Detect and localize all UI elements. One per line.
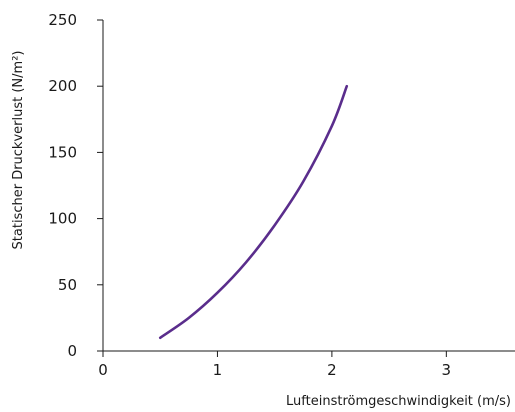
x-tick-label: 1 [213,361,223,379]
y-tick-label: 150 [48,143,77,161]
y-tick-label: 100 [48,210,77,228]
axes [102,20,515,352]
x-tick-label: 0 [98,361,108,379]
x-axis-title: Lufteinströmgeschwindigkeit (m/s) [286,394,511,409]
y-tick-label: 0 [67,342,77,360]
y-ticks: 0 50 100 150 200 250 [48,11,103,360]
x-tick-label: 2 [327,361,337,379]
y-axis-title: Statischer Druckverlust (N/m²) [11,51,26,250]
y-tick-label: 50 [58,276,77,294]
x-ticks: 0 1 2 3 [98,351,451,379]
y-tick-label: 200 [48,77,77,95]
series-line [158,84,349,340]
y-tick-label: 250 [48,11,77,29]
series-group [158,84,349,340]
x-tick-label: 3 [442,361,452,379]
